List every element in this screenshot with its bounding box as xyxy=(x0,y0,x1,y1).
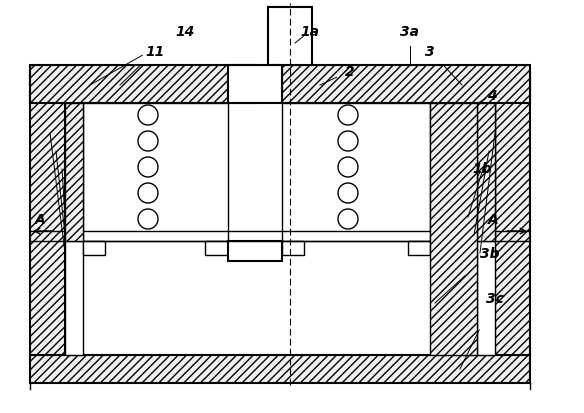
Text: 3: 3 xyxy=(425,45,435,59)
Bar xyxy=(282,104,430,242)
Text: 3b: 3b xyxy=(480,247,500,260)
Text: 3a: 3a xyxy=(401,25,419,39)
Bar xyxy=(83,104,228,242)
Bar xyxy=(495,71,530,355)
Text: 2: 2 xyxy=(345,65,355,79)
Bar xyxy=(83,242,105,255)
Bar xyxy=(205,242,228,255)
Bar xyxy=(30,71,65,355)
Bar xyxy=(65,71,83,355)
Bar xyxy=(282,66,530,104)
Bar xyxy=(268,8,312,66)
Bar xyxy=(477,104,495,242)
Bar xyxy=(30,355,530,383)
Bar xyxy=(228,242,282,261)
Bar xyxy=(430,104,477,355)
Text: 11: 11 xyxy=(145,45,165,59)
Text: A: A xyxy=(488,212,499,226)
Text: 1a: 1a xyxy=(301,25,319,39)
Text: 1b: 1b xyxy=(472,161,492,176)
Bar xyxy=(30,66,258,104)
Bar xyxy=(477,71,495,355)
Bar xyxy=(65,104,83,242)
Bar xyxy=(228,66,282,104)
Bar xyxy=(408,242,430,255)
Bar xyxy=(282,242,304,255)
Text: A: A xyxy=(35,212,46,226)
Text: 3c: 3c xyxy=(486,291,504,305)
Text: 4: 4 xyxy=(487,89,497,103)
Text: 14: 14 xyxy=(175,25,194,39)
